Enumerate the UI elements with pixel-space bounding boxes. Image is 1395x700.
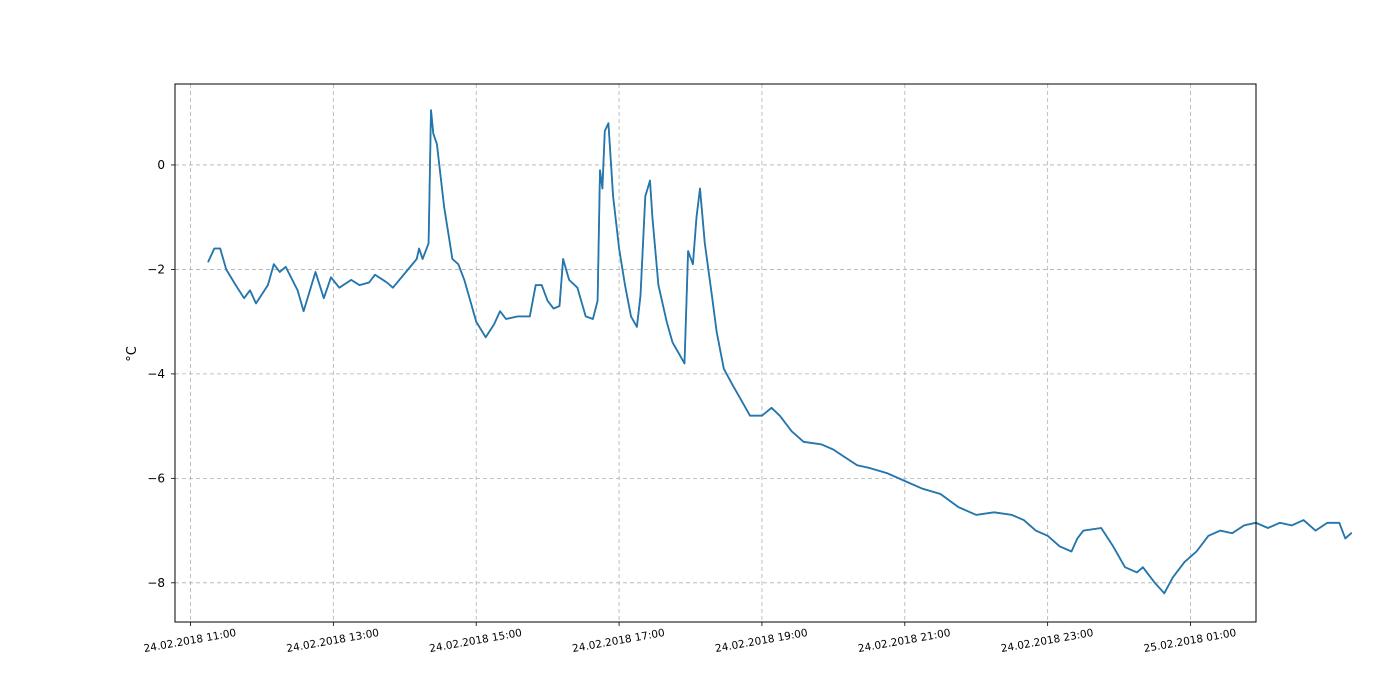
y-tick-label: 0 [157, 158, 165, 172]
x-tick-label: 24.02.2018 23:00 [1000, 627, 1094, 655]
y-tick-label: −6 [147, 471, 165, 485]
x-tick-label: 25.02.2018 01:00 [1143, 627, 1237, 655]
plot-frame [174, 83, 1257, 623]
y-tick-label: −4 [147, 367, 165, 381]
x-tick-label: 24.02.2018 19:00 [714, 627, 808, 655]
y-tick-label: −2 [147, 262, 165, 276]
y-axis: −8 −6 −4 −2 0 [147, 158, 175, 590]
x-tick-label: 24.02.2018 13:00 [286, 627, 380, 655]
series-line-2 [207, 109, 1353, 595]
x-tick-label: 24.02.2018 21:00 [857, 627, 951, 655]
x-tick-label: 24.02.2018 15:00 [428, 627, 522, 655]
y-axis-title: °C [125, 346, 140, 362]
x-axis: 24.02.2018 11:00 24.02.2018 13:00 24.02.20… [143, 622, 1237, 655]
x-tick-label: 24.02.2018 11:00 [143, 627, 237, 655]
y-tick-label: −8 [147, 576, 165, 590]
series-layer [207, 109, 1353, 595]
grid [175, 84, 1256, 622]
x-tick-label: 24.02.2018 17:00 [571, 627, 665, 655]
series-line-1 [207, 109, 1352, 595]
